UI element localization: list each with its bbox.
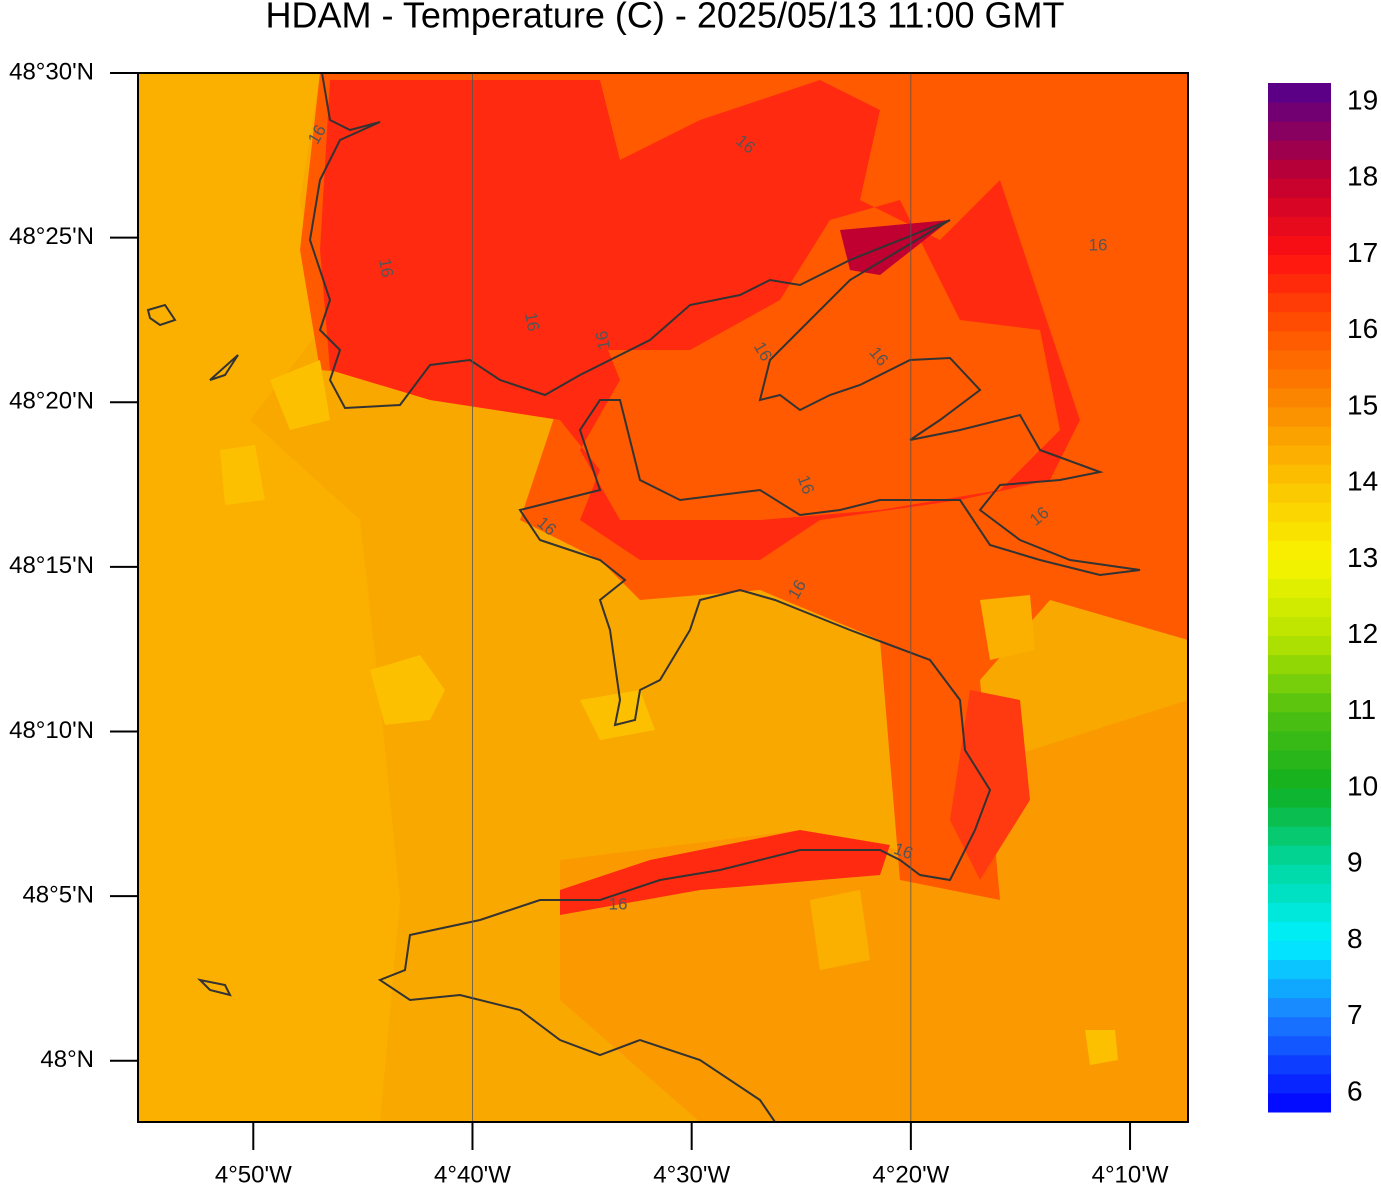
colorbar-band <box>1268 997 1331 1018</box>
colorbar-band <box>1268 1092 1331 1113</box>
colorbar-band <box>1268 311 1331 332</box>
lat-tick-label: 48°15'N <box>9 552 94 579</box>
colorbar-band <box>1268 254 1331 275</box>
lat-tick-label: 48°30'N <box>9 58 94 85</box>
colorbar-band <box>1268 121 1331 141</box>
colorbar-band <box>1268 597 1331 618</box>
colorbar-band <box>1268 845 1331 865</box>
lat-tick-label: 48°10'N <box>9 717 94 744</box>
lon-tick-label: 4°40'W <box>434 1161 511 1188</box>
lat-tick-label: 48°20'N <box>9 388 94 415</box>
colorbar-band <box>1268 387 1331 408</box>
colorbar-band <box>1268 788 1331 808</box>
lat-tick-label: 48°5'N <box>22 881 94 908</box>
colorbar-band <box>1268 426 1331 446</box>
colorbar-band <box>1268 502 1331 522</box>
colorbar-label: 7 <box>1347 999 1363 1030</box>
colorbar-label: 13 <box>1347 542 1378 573</box>
plot-frame <box>137 72 1189 1123</box>
colorbar-band <box>1268 692 1331 713</box>
colorbar-label: 6 <box>1347 1075 1363 1106</box>
colorbar-band <box>1268 292 1331 313</box>
colorbar-band <box>1268 978 1331 999</box>
colorbar-band <box>1268 540 1331 560</box>
colorbar-band <box>1268 578 1331 598</box>
colorbar-label: 14 <box>1347 466 1378 497</box>
colorbar-band <box>1268 235 1331 255</box>
colorbar-band <box>1268 654 1331 675</box>
colorbar-band <box>1268 711 1331 732</box>
lat-tick-label: 48°25'N <box>9 223 94 250</box>
colorbar-band <box>1268 673 1331 694</box>
colorbar-band <box>1268 140 1331 160</box>
contour-label: 16 <box>1089 235 1108 254</box>
colorbar-label: 11 <box>1347 694 1376 725</box>
colorbar-band <box>1268 216 1331 236</box>
colorbar-band <box>1268 749 1331 770</box>
colorbar-band <box>1268 883 1331 903</box>
colorbar-band <box>1268 159 1331 179</box>
contour-label: 16 <box>375 257 397 279</box>
colorbar-band <box>1268 197 1331 217</box>
temperature-field: 16 16 16 16 16 16 16 16 16 16 16 16 16 1… <box>138 73 1188 1122</box>
contour-label: 16 <box>592 329 614 351</box>
colorbar-band <box>1268 1016 1331 1037</box>
colorbar-band <box>1268 864 1331 884</box>
lon-tick-label: 4°50'W <box>215 1161 292 1188</box>
colorbar-label: 15 <box>1347 389 1378 420</box>
colorbar-band <box>1268 330 1331 351</box>
colorbar-label: 8 <box>1347 923 1363 954</box>
colorbar-band <box>1268 635 1331 656</box>
contour-label: 16 <box>609 894 628 913</box>
colorbar-band <box>1268 769 1331 789</box>
colorbar-band <box>1268 826 1331 846</box>
colorbar-band <box>1268 102 1331 122</box>
colorbar-label: 19 <box>1347 84 1378 115</box>
colorbar-band <box>1268 921 1331 941</box>
colorbar-band <box>1268 445 1331 465</box>
colorbar-label: 16 <box>1347 313 1378 344</box>
colorbar-label: 17 <box>1347 237 1378 268</box>
colorbar-band <box>1268 273 1331 294</box>
colorbar-band <box>1268 959 1331 980</box>
title: HDAM - Temperature (C) - 2025/05/13 11:0… <box>266 0 1065 36</box>
colorbar-band <box>1268 406 1331 427</box>
colorbar-label: 18 <box>1347 161 1378 192</box>
colorbar-band <box>1268 464 1331 484</box>
contour-label: 16 <box>521 311 543 333</box>
colorbar-band <box>1268 521 1331 541</box>
colorbar-band <box>1268 902 1331 922</box>
colorbar-label: 9 <box>1347 847 1363 878</box>
colorbar-band <box>1268 83 1331 103</box>
lat-tick-label: 48°N <box>40 1046 94 1073</box>
colorbar-band <box>1268 1035 1331 1056</box>
lon-tick-label: 4°20'W <box>872 1161 949 1188</box>
colorbar-label: 12 <box>1347 618 1378 649</box>
colorbar-band <box>1268 807 1331 827</box>
colorbar-band <box>1268 940 1331 961</box>
lon-tick-label: 4°10'W <box>1092 1161 1169 1188</box>
colorbar-band <box>1268 1054 1331 1075</box>
colorbar-band <box>1268 616 1331 637</box>
colorbar-label: 10 <box>1347 770 1378 801</box>
colorbar-band <box>1268 730 1331 751</box>
colorbar-band <box>1268 559 1331 579</box>
lon-tick-label: 4°30'W <box>653 1161 730 1188</box>
colorbar-band <box>1268 349 1331 370</box>
colorbar-band <box>1268 178 1331 198</box>
colorbar-band <box>1268 368 1331 389</box>
colorbar-band <box>1268 483 1331 503</box>
colorbar-band <box>1268 1073 1331 1094</box>
